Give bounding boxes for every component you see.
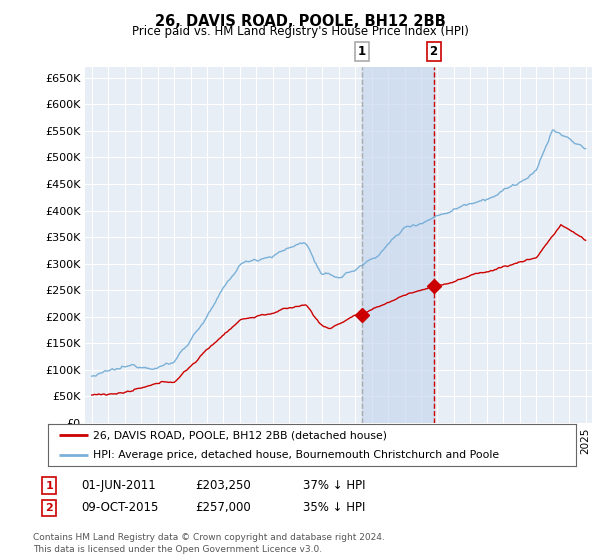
Text: 35% ↓ HPI: 35% ↓ HPI (303, 501, 365, 515)
Bar (362, 67, 434, 423)
Text: 37% ↓ HPI: 37% ↓ HPI (303, 479, 365, 492)
Text: 1: 1 (46, 480, 53, 491)
Text: Contains HM Land Registry data © Crown copyright and database right 2024.
This d: Contains HM Land Registry data © Crown c… (33, 533, 385, 554)
Text: 01-JUN-2011: 01-JUN-2011 (81, 479, 156, 492)
Text: 1: 1 (358, 45, 366, 58)
Text: £203,250: £203,250 (195, 479, 251, 492)
Text: 09-OCT-2015: 09-OCT-2015 (81, 501, 158, 515)
Text: 26, DAVIS ROAD, POOLE, BH12 2BB (detached house): 26, DAVIS ROAD, POOLE, BH12 2BB (detache… (93, 430, 387, 440)
Text: HPI: Average price, detached house, Bournemouth Christchurch and Poole: HPI: Average price, detached house, Bour… (93, 450, 499, 460)
Text: £257,000: £257,000 (195, 501, 251, 515)
Text: 2: 2 (46, 503, 53, 513)
Text: 2: 2 (430, 45, 438, 58)
Text: 26, DAVIS ROAD, POOLE, BH12 2BB: 26, DAVIS ROAD, POOLE, BH12 2BB (155, 14, 445, 29)
Text: Price paid vs. HM Land Registry's House Price Index (HPI): Price paid vs. HM Land Registry's House … (131, 25, 469, 38)
